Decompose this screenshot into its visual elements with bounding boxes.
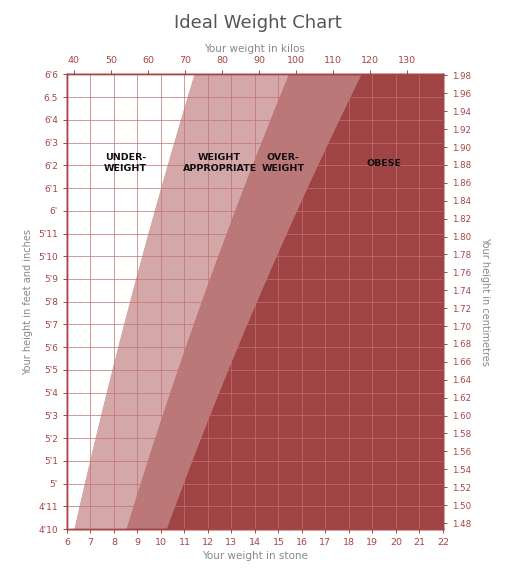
Text: Ideal Weight Chart: Ideal Weight Chart	[174, 14, 341, 32]
Text: OVER-
WEIGHT: OVER- WEIGHT	[262, 153, 304, 173]
X-axis label: Your weight in kilos: Your weight in kilos	[204, 44, 305, 54]
Text: UNDER-
WEIGHT: UNDER- WEIGHT	[104, 153, 147, 173]
Polygon shape	[75, 74, 289, 529]
Text: OBESE: OBESE	[367, 158, 402, 168]
X-axis label: Your weight in stone: Your weight in stone	[202, 551, 308, 561]
Y-axis label: Your height in feet and inches: Your height in feet and inches	[23, 229, 32, 375]
Text: WEIGHT
APPROPRIATE: WEIGHT APPROPRIATE	[182, 153, 257, 173]
Polygon shape	[127, 74, 362, 529]
Y-axis label: Your height in centimetres: Your height in centimetres	[480, 237, 490, 366]
Polygon shape	[67, 74, 195, 529]
